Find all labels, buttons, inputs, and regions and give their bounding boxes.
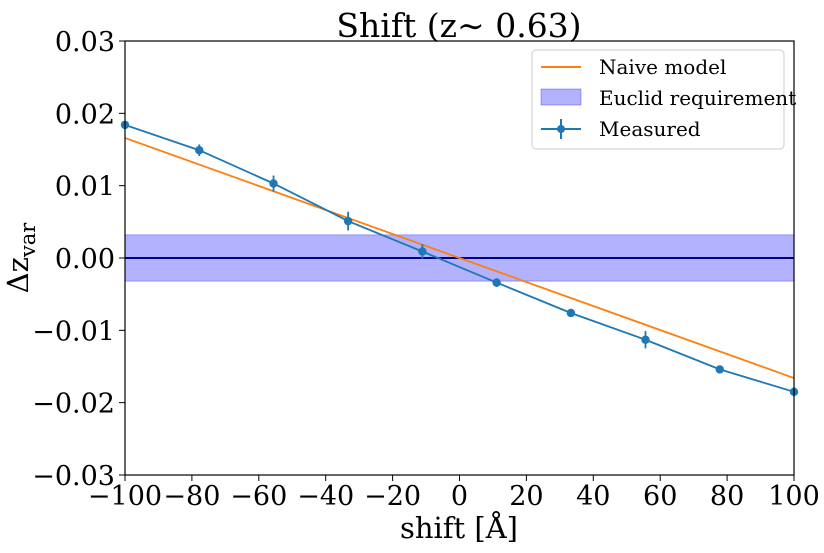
y-tick-label: −0.03 (32, 461, 115, 492)
measured-point (641, 335, 650, 344)
chart-title: Shift (z∼ 0.63) (336, 6, 581, 45)
legend-euclid-label: Euclid requirement (599, 86, 796, 110)
x-tick-label: 20 (509, 481, 543, 512)
x-tick-label: 40 (576, 481, 610, 512)
measured-point (195, 146, 204, 155)
y-tick-label: 0.01 (55, 172, 115, 203)
measured-line (124, 124, 795, 393)
plot-area (120, 120, 799, 397)
x-tick-label: −100 (88, 481, 162, 512)
x-tick-label: −40 (297, 481, 354, 512)
measured-point (566, 308, 576, 318)
y-tick-label: 0.00 (55, 244, 115, 275)
measured-point (418, 247, 427, 256)
x-tick-label: 60 (643, 481, 677, 512)
legend-measured-marker (557, 125, 565, 133)
x-tick-label: −60 (230, 481, 287, 512)
y-axis-label-base: Δz (1, 257, 35, 293)
x-axis-label: shift [Å] (400, 510, 518, 545)
legend-euclid-swatch (540, 88, 582, 106)
measured-point (715, 365, 724, 374)
y-axis-label-subscript: var (16, 222, 40, 258)
legend-measured-label: Measured (599, 117, 701, 141)
x-tick-label: −20 (364, 481, 421, 512)
x-tick-label: 100 (768, 481, 820, 512)
y-tick-label: −0.01 (32, 316, 115, 347)
measured-point (269, 179, 278, 188)
y-tick-label: −0.02 (32, 389, 115, 420)
naive-model-line (124, 137, 795, 379)
axes: −100 −80 −60 −40 −20 0 20 40 60 80 100 −0.03 −0.02 −0… (32, 27, 820, 512)
x-tick-label: −80 (163, 481, 220, 512)
measured-point (492, 278, 501, 287)
x-tick-label: 80 (710, 481, 744, 512)
legend-frame (531, 49, 785, 150)
legend-naive-label: Naive model (599, 55, 726, 79)
x-tick-label: 0 (451, 481, 468, 512)
y-tick-label: 0.03 (55, 27, 115, 58)
y-tick-label: 0.02 (55, 99, 115, 130)
legend: Naive model Euclid requirement Measured (531, 49, 796, 150)
measured-point (343, 216, 353, 226)
y-axis-label: Δzvar (1, 222, 40, 294)
